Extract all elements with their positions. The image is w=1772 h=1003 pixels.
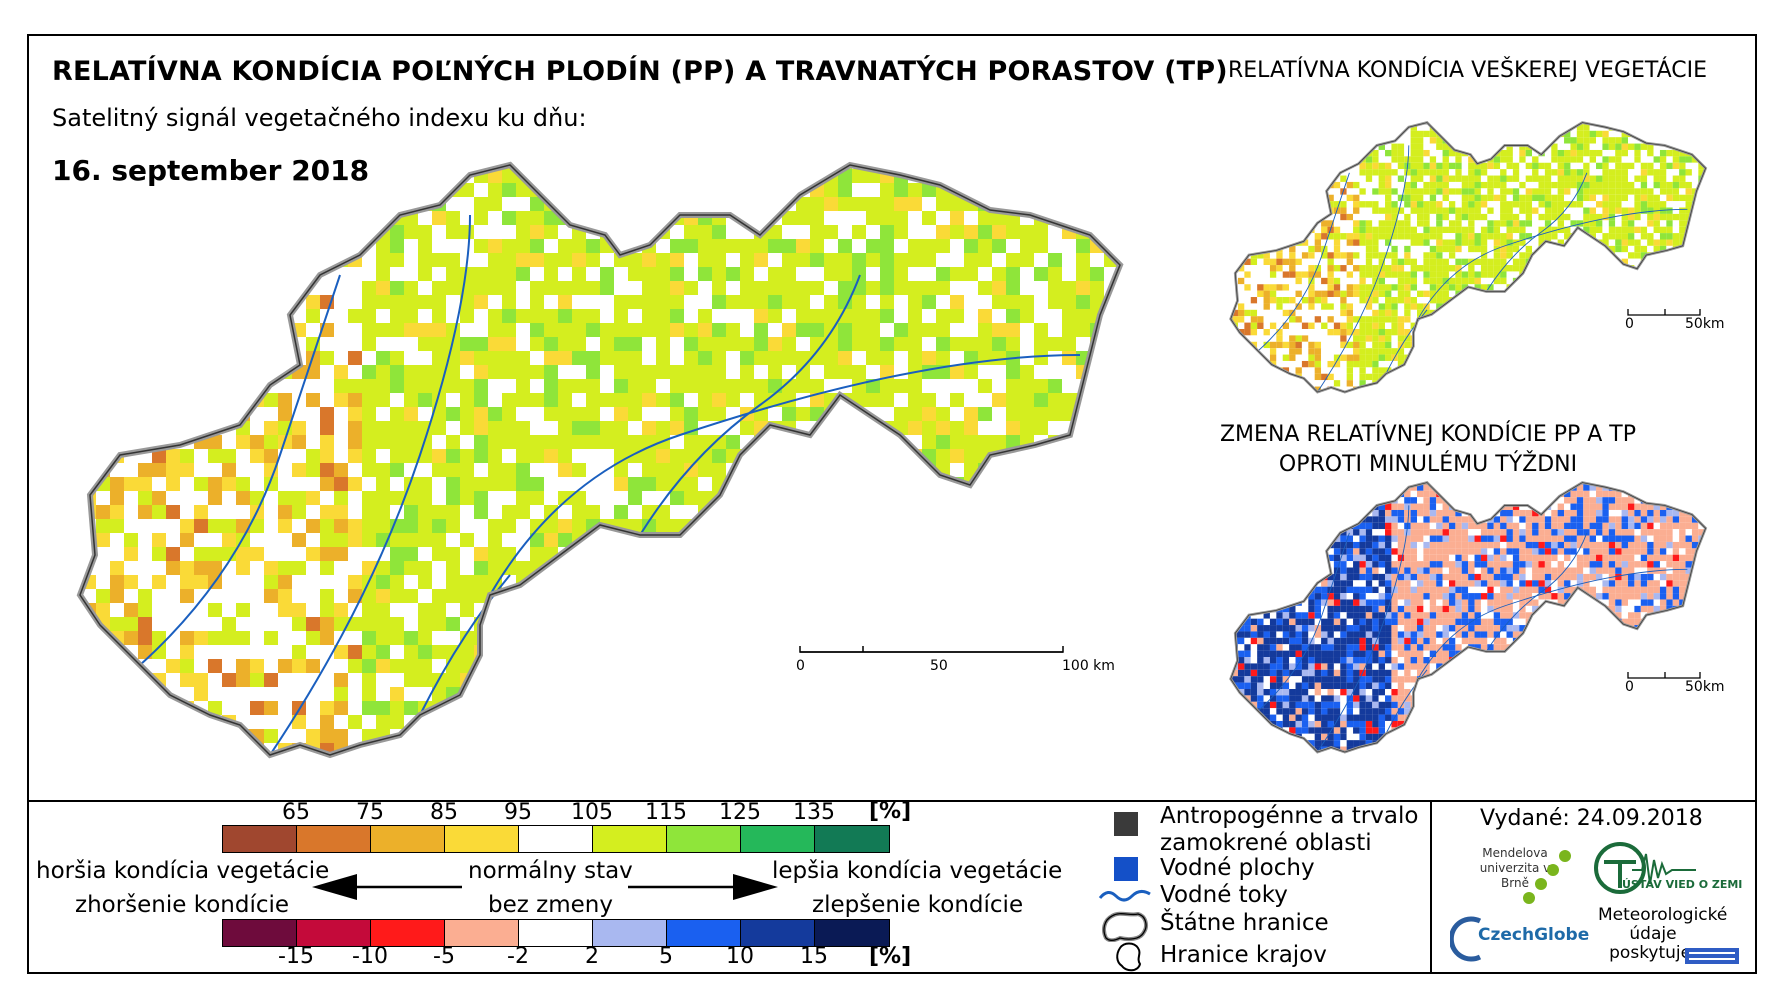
state-border-icon xyxy=(1102,911,1148,942)
arrow-right-icon xyxy=(628,874,778,900)
issued-date: Vydané: 24.09.2018 xyxy=(1480,806,1703,831)
anthropogenic-area-swatch xyxy=(1114,812,1138,836)
credits-divider xyxy=(1430,800,1432,974)
colorbar-segment xyxy=(371,826,445,852)
map-frame xyxy=(27,34,1757,974)
colorbar-tick-label: 95 xyxy=(504,800,532,825)
main-scale-0: 0 xyxy=(796,658,805,674)
colorbar-tick-label: 2 xyxy=(585,944,599,969)
colorbar-segment xyxy=(741,826,815,852)
state-border xyxy=(79,164,1121,756)
colorbar-tick-label: 105 xyxy=(571,800,613,825)
colorbar-tick-label: 115 xyxy=(645,800,687,825)
state-border xyxy=(1230,122,1707,393)
colorbar-tick-label: 5 xyxy=(659,944,673,969)
colorbar-segment xyxy=(223,920,297,946)
colorbar-segment xyxy=(593,826,667,852)
river-network xyxy=(1257,145,1688,393)
inset-vegetation-scale-50: 50km xyxy=(1685,316,1725,332)
mendel-university-logo xyxy=(1523,850,1571,904)
inset-vegetation-scale-0: 0 xyxy=(1625,316,1634,332)
anthropogenic-area-label: Antropogénne a trvalo zamokrené oblasti xyxy=(1160,803,1418,857)
main-scale-100: 100 km xyxy=(1062,658,1115,674)
label-improvement: zlepšenie kondície xyxy=(812,892,1024,918)
mendel-university-logo-text: Mendelova univerzita v Brně xyxy=(1479,846,1551,890)
arrow-left-icon xyxy=(312,874,462,900)
inset-change-title: ZMENA RELATÍVNEJ KONDÍCIE PP A TP OPROTI… xyxy=(1208,420,1648,480)
colorbar-tick-label: 10 xyxy=(726,944,754,969)
colorbar-segment xyxy=(371,920,445,946)
map-date: 16. september 2018 xyxy=(52,154,370,187)
colorbar-segment xyxy=(519,920,593,946)
main-scale-50: 50 xyxy=(930,658,948,674)
colorbar-tick-label: -2 xyxy=(507,944,529,969)
shmu-logo xyxy=(1685,948,1739,964)
colorbar-tick-label: 65 xyxy=(282,800,310,825)
inset-change-title-line1: ZMENA RELATÍVNEJ KONDÍCIE PP A TP xyxy=(1219,422,1636,447)
anthropogenic-label-line2: zamokrené oblasti xyxy=(1160,830,1372,856)
change-colorbar xyxy=(222,919,890,947)
colorbar-tick-label: 75 xyxy=(356,800,384,825)
colorbar-tick-label: 15 xyxy=(800,944,828,969)
condition-colorbar xyxy=(222,825,890,853)
inset-change-title-line2: OPROTI MINULÉMU TÝŽDNI xyxy=(1278,452,1578,477)
region-border-icon xyxy=(1116,942,1142,972)
river-network xyxy=(1257,505,1688,753)
region-border-label: Hranice krajov xyxy=(1160,942,1327,968)
map-subtitle: Satelitný signál vegetačného indexu ku d… xyxy=(52,104,587,132)
change-unit: [%] xyxy=(869,944,912,969)
colorbar-segment xyxy=(445,920,519,946)
colorbar-segment xyxy=(667,920,741,946)
inset-change-map xyxy=(1229,481,1708,754)
colorbar-segment xyxy=(667,826,741,852)
anthropogenic-label-line1: Antropogénne a trvalo xyxy=(1160,803,1419,829)
ustav-vied-o-zemi-logo xyxy=(1594,842,1696,894)
label-worse-condition: horšia kondícia vegetácie xyxy=(36,858,330,884)
colorbar-segment xyxy=(593,920,667,946)
river-network xyxy=(139,214,1081,756)
colorbar-segment xyxy=(297,920,371,946)
colorbar-tick-label: 125 xyxy=(719,800,761,825)
label-normal: normálny stav xyxy=(468,858,633,884)
main-scale-bar xyxy=(799,646,1064,653)
main-condition-map xyxy=(76,161,1124,759)
label-no-change: bez zmeny xyxy=(488,892,613,918)
inset-change-scale-0: 0 xyxy=(1625,679,1634,695)
colorbar-tick-label: -5 xyxy=(433,944,455,969)
ustav-logo-text: ÚSTAV VIED O ZEMI xyxy=(1622,878,1743,891)
condition-unit: [%] xyxy=(869,799,912,824)
river-label: Vodné toky xyxy=(1160,882,1288,908)
inset-vegetation-scale-bar xyxy=(1627,309,1701,316)
water-body-swatch xyxy=(1114,857,1138,881)
river-symbol-icon xyxy=(1098,889,1151,902)
label-better-condition: lepšia kondícia vegetácie xyxy=(772,858,1063,884)
colorbar-segment xyxy=(741,920,815,946)
czechglobe-logo xyxy=(1450,916,1482,962)
inset-vegetation-title: RELATÍVNA KONDÍCIA VEŠKEREJ VEGETÁCIE xyxy=(1228,58,1708,83)
colorbar-tick-label: 85 xyxy=(430,800,458,825)
label-worsening: zhoršenie kondície xyxy=(75,892,290,918)
legend-divider xyxy=(27,800,1757,802)
inset-change-scale-50: 50km xyxy=(1685,679,1725,695)
colorbar-tick-label: 135 xyxy=(793,800,835,825)
czechglobe-logo-text: CzechGlobe xyxy=(1478,925,1590,945)
state-border xyxy=(1230,482,1707,753)
state-border-label: Štátne hranice xyxy=(1160,910,1329,936)
colorbar-segment xyxy=(223,826,297,852)
map-title: RELATÍVNA KONDÍCIA POĽNÝCH PLODÍN (PP) A… xyxy=(52,56,1228,87)
inset-change-scale-bar xyxy=(1627,672,1701,679)
colorbar-segment xyxy=(445,826,519,852)
inset-vegetation-map xyxy=(1229,121,1708,394)
colorbar-segment xyxy=(815,826,889,852)
colorbar-tick-label: -10 xyxy=(352,944,388,969)
colorbar-tick-label: -15 xyxy=(278,944,314,969)
colorbar-segment xyxy=(297,826,371,852)
colorbar-segment xyxy=(815,920,889,946)
colorbar-segment xyxy=(519,826,593,852)
meteo-data-text: Meteorologické údaje poskytuje: xyxy=(1598,905,1728,963)
water-body-label: Vodné plochy xyxy=(1160,855,1315,881)
